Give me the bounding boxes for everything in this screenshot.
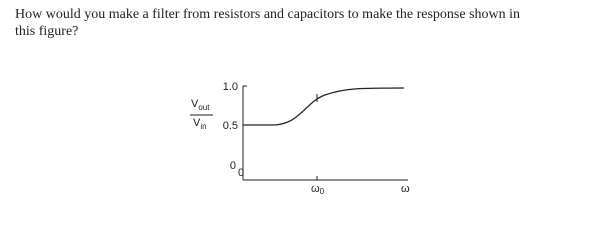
y-label-denominator: Vin [193,117,207,131]
y-tick-label: 1.0 [223,81,238,93]
symbol: ω [311,183,320,195]
y-label-numerator: Vout [191,98,210,112]
question-line: How would you make a filter from resisto… [15,7,521,22]
subscript: 0 [320,187,325,196]
question: How would you make a filter from resisto… [15,6,520,40]
x-label: ω [401,183,410,195]
y-tick-label: 0 [230,160,236,172]
question-line: this figure? [15,24,79,39]
y-tick-label: 0.5 [223,120,238,132]
page: How would you make a filter from resisto… [15,6,521,196]
symbol: V [193,117,201,129]
symbol: V [191,98,199,110]
x-label: ω0 [311,183,325,196]
figure: 1.0 0.5 0 0 Vout Vin ω0 ω [190,81,410,196]
subscript: in [200,122,206,131]
subscript: out [198,103,210,112]
response-curve [243,87,405,126]
origin-label: 0 [238,167,244,179]
